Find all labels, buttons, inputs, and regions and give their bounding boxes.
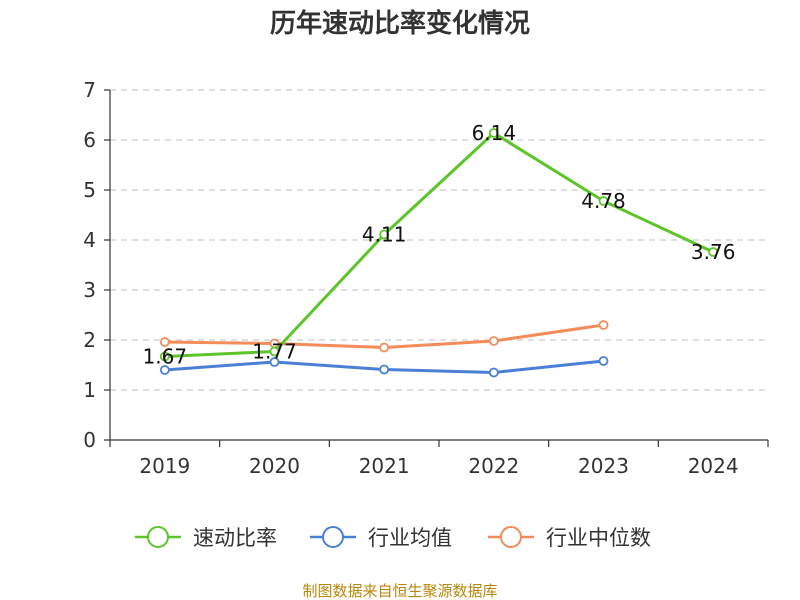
axes: 0 1 2 3 4 5 6 7 2019 2020 2021 2022 2023 2024 [83, 78, 769, 478]
legend-item-行业均值: 行业均值 [310, 526, 452, 550]
y-tick-label-4: 4 [83, 228, 96, 252]
data-label-2024: 3.76 [691, 240, 736, 264]
y-tick-label-6: 6 [83, 128, 96, 152]
x-tick-label-2024: 2024 [688, 454, 739, 478]
y-tick-label-5: 5 [83, 178, 96, 202]
data-point-速动比率-2019 [159, 351, 170, 362]
source-note: 制图数据来自恒生聚源数据库 [302, 582, 497, 600]
x-tick-label-2019: 2019 [139, 454, 190, 478]
data-point-行业中位数-2019 [159, 337, 170, 347]
y-tick-label-3: 3 [83, 278, 96, 302]
legend-item-速动比率: 速动比率 [135, 526, 277, 550]
chart-title: 历年速动比率变化情况 [270, 8, 530, 39]
legend-label: 速动比率 [193, 526, 277, 550]
data-label-2023: 4.78 [581, 189, 626, 213]
data-label-2019: 1.67 [143, 345, 188, 369]
data-labels: 1.67 1.77 4.11 6.14 4.78 3.76 [143, 121, 736, 369]
data-point-行业均值-2023 [598, 356, 609, 366]
series-line-速动比率 [164, 131, 714, 358]
x-tick-label-2023: 2023 [578, 454, 629, 478]
data-label-2021: 4.11 [362, 223, 407, 247]
data-point-速动比率-2023 [598, 196, 609, 206]
legend-marker [322, 526, 344, 548]
data-label-2020: 1.77 [252, 340, 297, 364]
x-tick-label-2021: 2021 [359, 454, 410, 478]
y-tick-label-0: 0 [83, 428, 96, 452]
legend-label: 行业均值 [368, 526, 452, 550]
data-point-行业中位数-2022 [488, 336, 499, 346]
legend: 速动比率 行业均值 行业中位数 [135, 526, 651, 550]
y-tick-label-7: 7 [83, 78, 96, 102]
data-point-速动比率-2020 [269, 346, 280, 357]
series-lines [159, 128, 719, 378]
y-tick-label-2: 2 [83, 328, 96, 352]
x-tick-label-2022: 2022 [468, 454, 519, 478]
data-point-速动比率-2022 [488, 128, 499, 138]
data-point-行业均值-2021 [379, 364, 390, 375]
data-point-速动比率-2024 [708, 247, 719, 257]
legend-item-行业中位数: 行业中位数 [488, 526, 651, 550]
data-point-行业均值-2022 [488, 367, 499, 378]
data-point-行业均值-2020 [269, 357, 280, 367]
data-point-速动比率-2021 [379, 229, 390, 240]
data-label-2022: 6.14 [472, 121, 517, 145]
legend-marker [500, 526, 522, 548]
x-tick-label-2020: 2020 [249, 454, 300, 478]
legend-label: 行业中位数 [546, 526, 651, 550]
data-point-行业中位数-2023 [598, 320, 609, 330]
y-tick-label-1: 1 [83, 378, 96, 402]
data-point-行业中位数-2021 [379, 342, 390, 353]
legend-marker [147, 526, 169, 548]
data-point-行业均值-2019 [159, 365, 170, 375]
